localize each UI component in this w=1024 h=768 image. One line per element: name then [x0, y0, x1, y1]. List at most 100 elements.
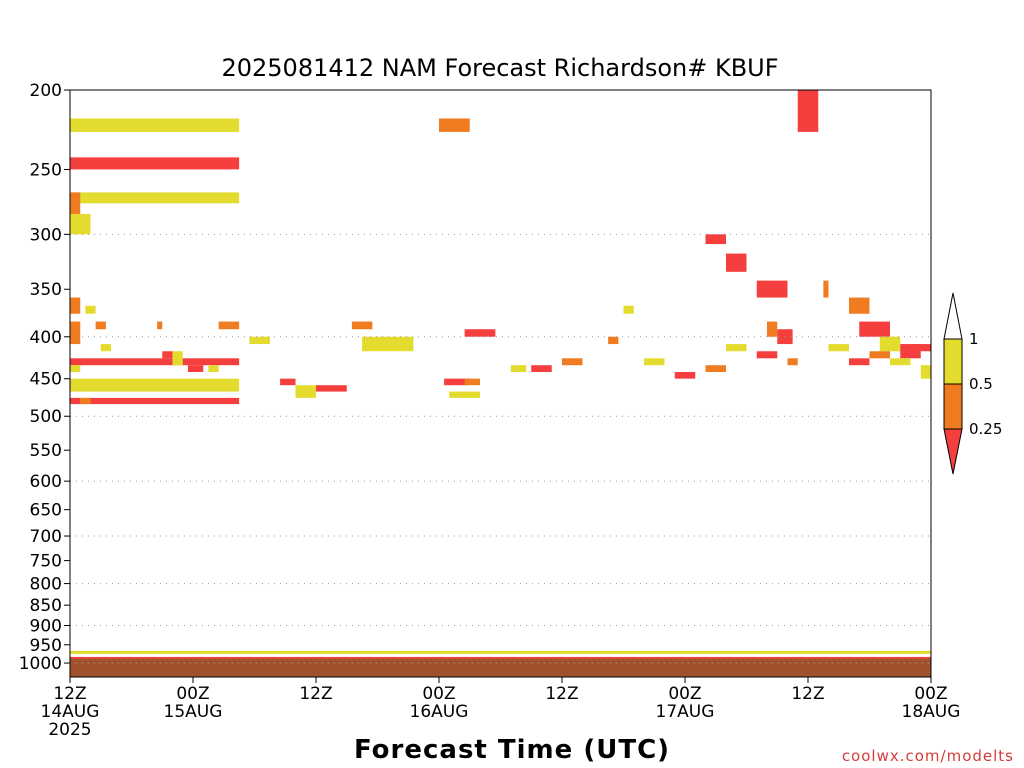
heatmap-cell — [705, 234, 726, 245]
heatmap-cell — [208, 365, 219, 372]
credit-text[interactable]: coolwx.com/modelts — [842, 747, 1014, 765]
x-tick-label: 12Z — [545, 684, 578, 704]
y-tick-label: 300 — [30, 225, 62, 245]
heatmap-cell — [879, 336, 901, 352]
x-tick-label: 14AUG — [41, 702, 100, 722]
x-tick-label: 16AUG — [410, 702, 469, 722]
heatmap-cell — [280, 378, 296, 386]
heatmap-cell — [705, 365, 726, 372]
legend-swatch-05-1 — [943, 338, 963, 385]
legend-bottom-arrow — [943, 428, 963, 475]
heatmap-cell — [70, 378, 240, 392]
x-tick-label: 2025 — [48, 720, 91, 740]
x-tick-label: 15AUG — [164, 702, 223, 722]
heatmap-cell — [439, 118, 470, 132]
x-tick-label: 18AUG — [902, 702, 961, 722]
y-tick-label: 800 — [30, 575, 62, 595]
heatmap-cell — [449, 391, 480, 398]
heatmap-cell — [70, 118, 240, 132]
heatmap-cell — [70, 656, 931, 660]
heatmap-cell — [218, 321, 240, 330]
heatmap-cell — [797, 90, 819, 132]
heatmap-cell — [767, 321, 778, 337]
heatmap-cell — [187, 365, 204, 372]
heatmap-cell — [674, 371, 696, 379]
y-tick-label: 250 — [30, 160, 62, 180]
heatmap-cell — [531, 365, 552, 372]
heatmap-cell — [890, 358, 911, 366]
legend-swatch-025-05 — [943, 383, 963, 430]
heatmap-cell — [70, 650, 931, 654]
heatmap-cell — [70, 192, 81, 214]
x-tick-label: 00Z — [176, 684, 209, 704]
heatmap-cell — [726, 253, 747, 272]
legend-label: 1 — [969, 330, 979, 348]
heatmap-cell — [80, 397, 91, 405]
heatmap-cell — [910, 344, 931, 352]
y-tick-label: 350 — [30, 280, 62, 300]
y-tick-label: 400 — [30, 328, 62, 348]
x-tick-label: 17AUG — [656, 702, 715, 722]
plot-frame — [69, 89, 932, 678]
heatmap-cell — [464, 378, 480, 386]
pressure-gridlines — [70, 233, 931, 664]
ground-area — [70, 658, 931, 677]
heatmap-cell — [869, 351, 890, 359]
heatmap-cell — [70, 321, 81, 345]
y-tick-label: 200 — [30, 81, 62, 101]
heatmap-cell — [562, 358, 583, 366]
heatmap-cell — [85, 305, 96, 314]
below-ground-fill — [70, 658, 931, 677]
heatmap-cell — [464, 329, 496, 337]
heatmap-cell — [828, 344, 849, 352]
heatmap-cell — [95, 321, 106, 330]
heatmap-cell — [70, 365, 81, 372]
heatmap-cell — [70, 358, 240, 366]
heatmap-cell — [172, 351, 183, 366]
heatmap-cell — [849, 297, 870, 314]
x-tick-label: 00Z — [914, 684, 947, 704]
x-tick-label: 12Z — [791, 684, 824, 704]
y-tick-label: 850 — [30, 596, 62, 616]
x-tick-label: 00Z — [422, 684, 455, 704]
heatmap-cell — [608, 336, 619, 345]
y-tick-label: 500 — [30, 407, 62, 427]
x-tick-label: 12Z — [299, 684, 332, 704]
heatmap-cell — [644, 358, 665, 366]
heatmap-cell — [157, 321, 163, 330]
heatmap-cell — [70, 213, 91, 235]
heatmap-cell — [362, 336, 414, 352]
y-tick-label: 450 — [30, 370, 62, 390]
chart-title: 2025081412 NAM Forecast Richardson# KBUF — [221, 54, 778, 82]
heatmap-cell — [70, 192, 240, 204]
heatmap-cell — [70, 157, 240, 170]
heatmap-cells — [70, 90, 931, 666]
heatmap-cell — [510, 365, 527, 372]
x-axis-label: Forecast Time (UTC) — [354, 735, 670, 765]
heatmap-cell — [162, 351, 173, 359]
heatmap-cell — [444, 378, 470, 386]
heatmap-cell — [351, 321, 373, 330]
heatmap-cell — [823, 280, 829, 298]
x-tick-label: 12Z — [53, 684, 86, 704]
heatmap-cell — [859, 321, 890, 337]
heatmap-cell — [249, 336, 270, 345]
y-tick-label: 600 — [30, 472, 62, 492]
y-axis: 200 250 300 350 400 450 500 550 600 650 700 750 8008… — [19, 81, 70, 674]
heatmap-cell — [295, 385, 316, 398]
heatmap-cell — [70, 397, 240, 405]
heatmap-cell — [70, 297, 81, 314]
y-tick-label: 750 — [30, 552, 62, 572]
x-tick-label: 00Z — [668, 684, 701, 704]
y-tick-label: 700 — [30, 527, 62, 547]
legend-top-arrow — [943, 292, 963, 340]
heatmap-cell — [316, 385, 347, 392]
heatmap-cell — [920, 365, 931, 379]
y-tick-label: 650 — [30, 501, 62, 521]
heatmap-cell — [756, 351, 778, 359]
heatmap-cell — [756, 280, 788, 298]
heatmap-cell — [787, 358, 798, 366]
heatmap-cell — [623, 305, 634, 314]
